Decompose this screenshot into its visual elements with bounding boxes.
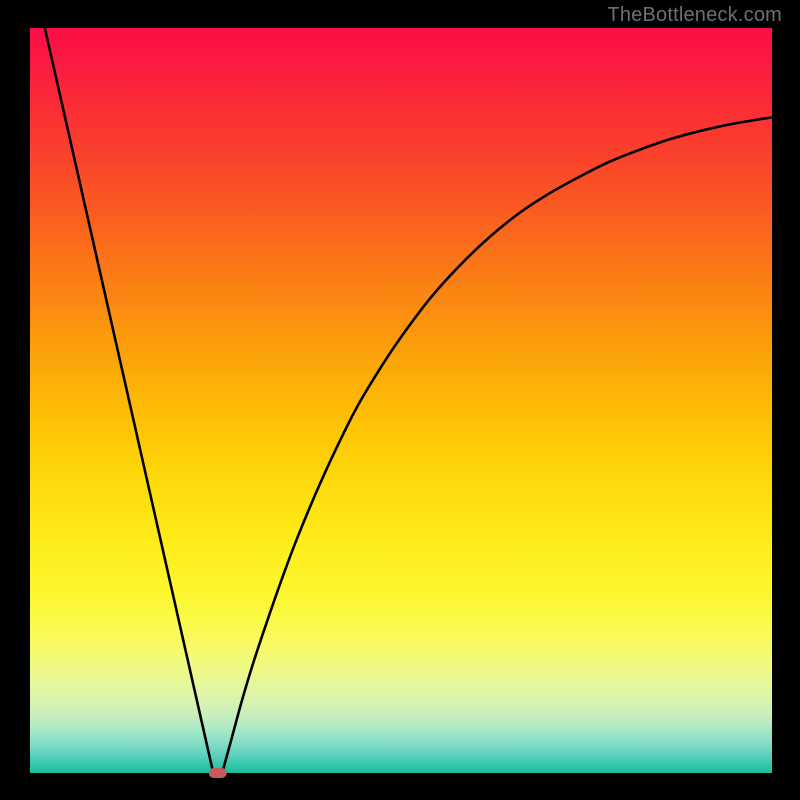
attribution-text: TheBottleneck.com (607, 4, 782, 27)
trough-marker (209, 768, 227, 778)
plot-background (30, 28, 772, 773)
chart-container: { "attribution": { "text": "TheBottlenec… (0, 0, 800, 800)
bottleneck-chart (0, 0, 800, 800)
